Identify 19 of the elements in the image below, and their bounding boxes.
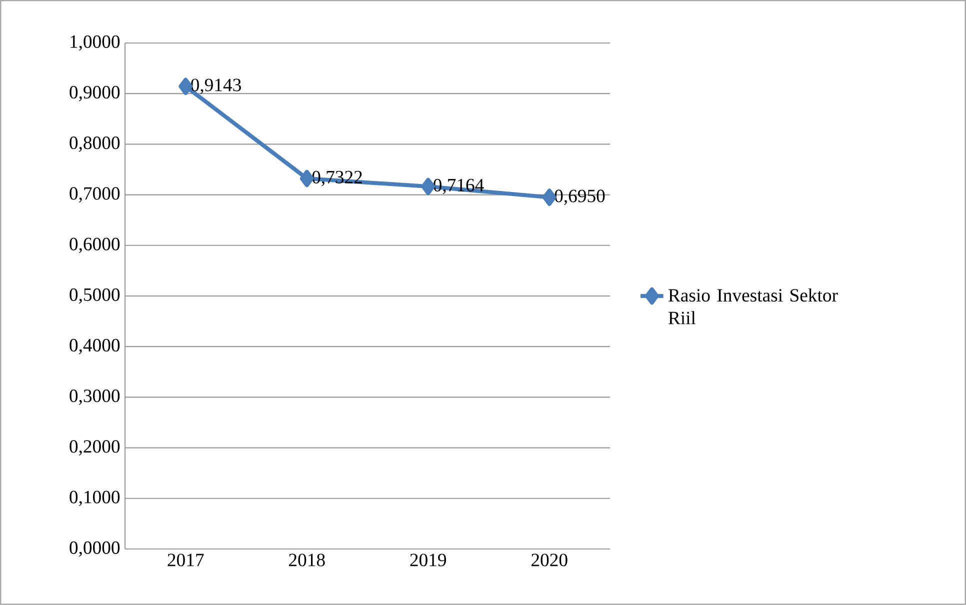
x-tick-label: 2020 bbox=[532, 554, 568, 566]
data-label: 0,6950 bbox=[554, 190, 605, 205]
legend-label: Rasio Investasi Sektor Riil bbox=[668, 288, 838, 324]
y-tick-label: 0,3000 bbox=[70, 390, 120, 405]
data-label: 0,9143 bbox=[191, 78, 241, 94]
y-tick-label: 1,0000 bbox=[70, 35, 120, 51]
y-tick-label: 0,7000 bbox=[70, 187, 120, 202]
y-tick-label: 0,4000 bbox=[70, 338, 120, 354]
y-tick-label: 0,2000 bbox=[70, 440, 120, 456]
y-tick-label: 0,9000 bbox=[70, 86, 120, 102]
data-label: 0,7322 bbox=[312, 170, 362, 186]
y-tick-label: 0,1000 bbox=[70, 490, 120, 506]
x-tick-label: 2017 bbox=[168, 554, 204, 566]
y-tick-label: 0,0000 bbox=[70, 541, 120, 557]
x-tick-label: 2018 bbox=[289, 554, 325, 566]
x-tick-label: 2019 bbox=[410, 554, 446, 566]
y-tick-label: 0,5000 bbox=[70, 288, 120, 304]
y-tick-label: 0,8000 bbox=[70, 136, 120, 152]
y-tick-label: 0,6000 bbox=[70, 238, 120, 254]
